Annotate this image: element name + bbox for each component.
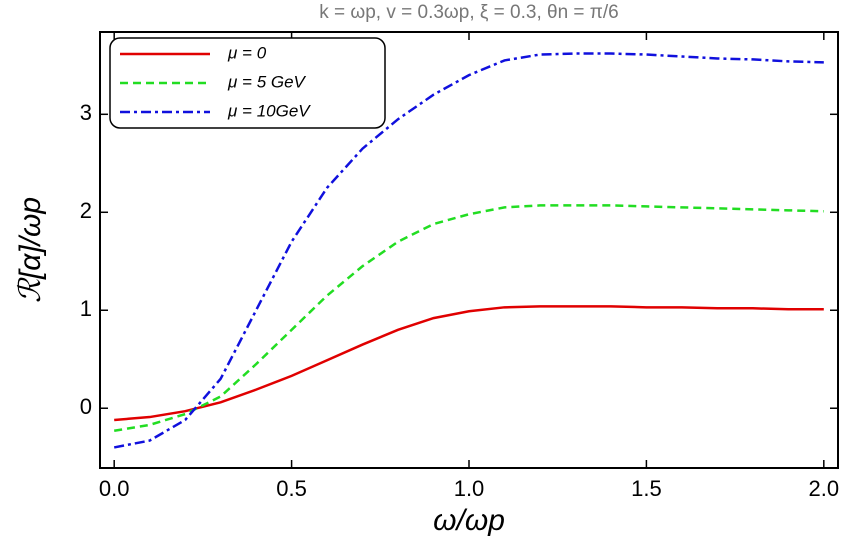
y-tick-label: 2: [80, 198, 92, 223]
chart-title: k = ωp, v = 0.3ωp, ξ = 0.3, θn = π/6: [319, 2, 619, 23]
y-tick-label: 0: [80, 394, 92, 419]
legend-label: μ = 5 GeV: [227, 72, 307, 91]
x-tick-label: 1.0: [454, 476, 485, 501]
x-tick-label: 0.5: [276, 476, 307, 501]
legend-label: μ = 10GeV: [227, 101, 311, 120]
legend-box: [109, 37, 386, 129]
series-line: [114, 305, 824, 422]
x-tick-label: 0.0: [99, 476, 130, 501]
series-line: [113, 52, 824, 449]
legend-label: μ = 0: [227, 43, 267, 62]
x-axis-label: ω/ωp: [433, 504, 505, 537]
x-tick-label: 1.5: [631, 476, 662, 501]
series-line: [113, 204, 824, 433]
x-tick-label: 2.0: [809, 476, 840, 501]
y-tick-label: 3: [80, 100, 92, 125]
y-tick-label: 1: [80, 296, 92, 321]
y-axis-label: ℛ[α]/ωp: [14, 197, 47, 303]
